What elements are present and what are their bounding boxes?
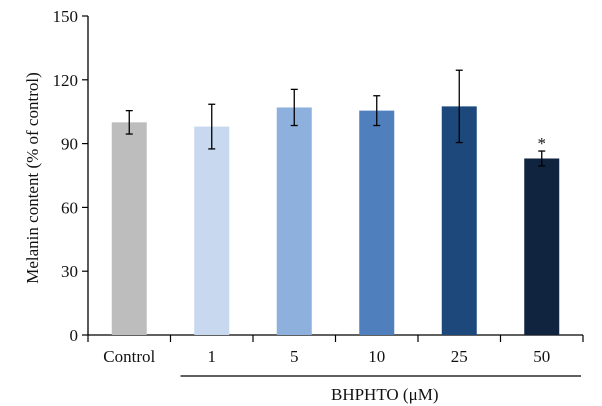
x-tick-label: 10	[368, 347, 385, 366]
y-tick-label: 0	[70, 326, 79, 345]
y-tick-label: 60	[61, 198, 78, 217]
x-tick-label: 50	[533, 347, 550, 366]
y-tick-label: 30	[61, 262, 78, 281]
y-tick-label: 90	[61, 135, 78, 154]
plot-area: 0 30 60 90 120 150 Control 1 5 10 25 * 50 BHPHTO (μM)	[53, 7, 584, 404]
bar-50	[524, 158, 560, 335]
y-tick-label: 120	[53, 71, 79, 90]
bar-1	[194, 126, 230, 335]
bar-control	[111, 122, 147, 335]
x-tick-label: 25	[451, 347, 468, 366]
significance-mark: *	[538, 134, 547, 153]
x-tick-label: 1	[208, 347, 217, 366]
bar-5	[276, 107, 312, 336]
y-tick-label: 150	[53, 7, 79, 26]
group-label: BHPHTO (μM)	[331, 385, 439, 404]
x-tick-label: Control	[103, 347, 155, 366]
y-axis-title: Melanin content (% of control)	[23, 72, 42, 284]
bar-25	[441, 106, 477, 335]
bar-10	[359, 110, 395, 336]
x-tick-label: 5	[290, 347, 299, 366]
